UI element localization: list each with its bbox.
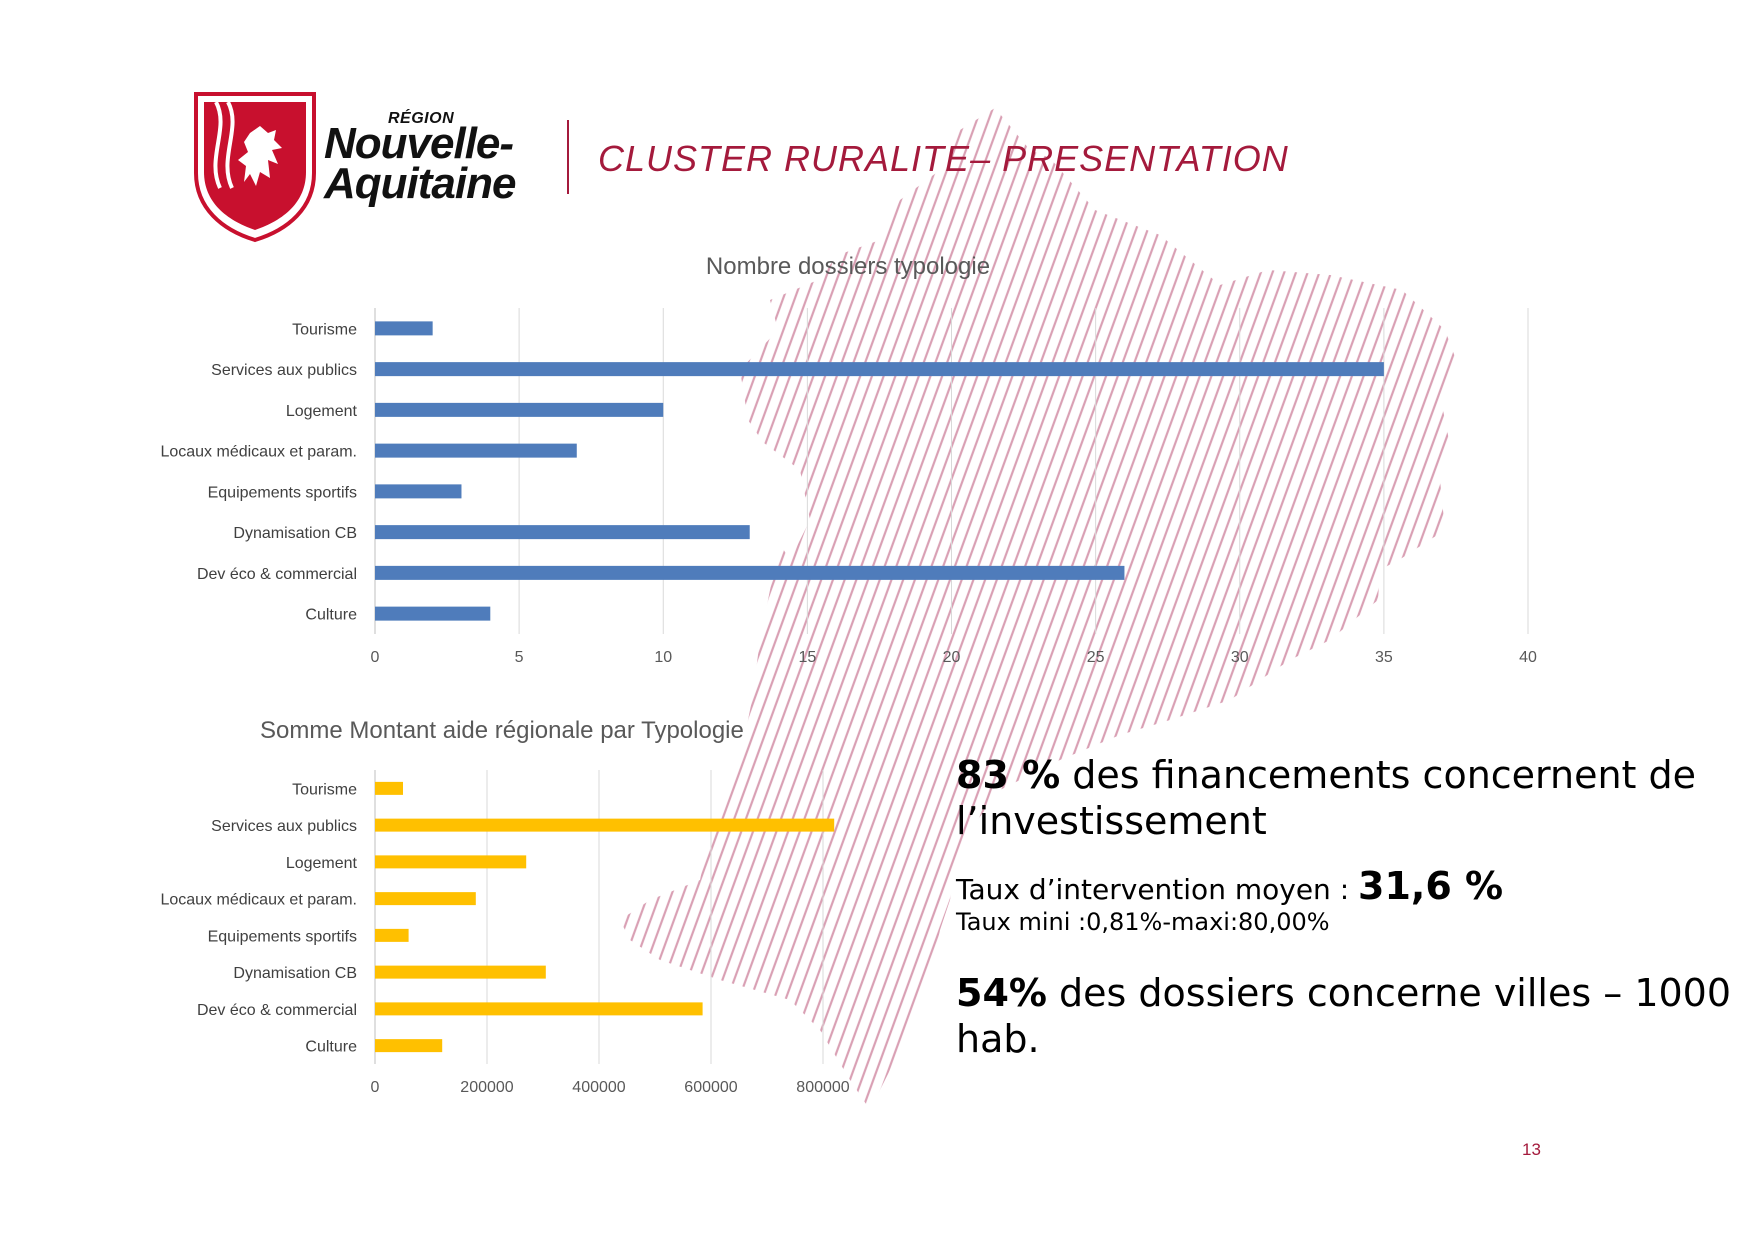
category-label: Tourisme — [292, 781, 357, 798]
logo-name-line1: Nouvelle- — [324, 119, 514, 168]
logo-name-line2: Aquitaine — [324, 159, 516, 208]
category-label: Dynamisation CB — [233, 525, 357, 542]
title-divider — [567, 120, 569, 194]
x-tick-label: 600000 — [684, 1079, 737, 1096]
category-label: Logement — [286, 855, 358, 872]
category-label: Services aux publics — [211, 362, 357, 379]
x-tick-label: 200000 — [460, 1079, 513, 1096]
bar-services-aux-publics — [375, 818, 835, 832]
x-tick-label: 800000 — [796, 1079, 849, 1096]
stat-villes-text: des dossiers concerne villes – 1000 hab. — [956, 971, 1732, 1061]
bar-dev-co-commercial — [375, 565, 1125, 580]
x-tick-label: 40 — [1519, 649, 1537, 666]
category-label: Equipements sportifs — [208, 928, 357, 945]
stat-taux-min-max: Taux mini :0,81%-maxi:80,00% — [956, 908, 1330, 936]
category-label: Dynamisation CB — [233, 965, 357, 982]
page-number: 13 — [1522, 1140, 1541, 1159]
category-label: Dev éco & commercial — [197, 566, 357, 583]
bar-tourisme — [375, 781, 403, 795]
region-shield-icon — [194, 92, 316, 243]
category-label: Dev éco & commercial — [197, 1002, 357, 1019]
bar-logement — [375, 402, 664, 417]
x-tick-label: 20 — [943, 649, 961, 666]
chart-title: Somme Montant aide régionale par Typolog… — [260, 717, 744, 744]
bar-tourisme — [375, 321, 433, 336]
bar-culture — [375, 1039, 443, 1053]
category-label: Culture — [305, 1039, 357, 1056]
x-tick-label: 30 — [1231, 649, 1249, 666]
chart-montant-aide: Somme Montant aide régionale par Typolog… — [160, 717, 849, 1096]
bar-logement — [375, 855, 527, 869]
bar-dynamisation-cb — [375, 525, 750, 540]
category-label: Logement — [286, 403, 358, 420]
logo-region-label: RÉGION — [388, 110, 455, 127]
category-label: Equipements sportifs — [208, 484, 357, 501]
chart-dossiers-typologie: Nombre dossiers typologie 0 5 10 15 20 25 30 35 4… — [160, 253, 1537, 666]
category-label: Tourisme — [292, 321, 357, 338]
stat-taux-moyen-value: 31,6 % — [1358, 864, 1504, 908]
bar-dynamisation-cb — [375, 965, 546, 979]
x-tick-label: 0 — [371, 1079, 380, 1096]
x-tick-label: 10 — [654, 649, 672, 666]
x-tick-label: 400000 — [572, 1079, 625, 1096]
bar-locaux-m-dicaux-et-param- — [375, 892, 476, 906]
bar-dev-co-commercial — [375, 1002, 703, 1016]
bar-equipements-sportifs — [375, 484, 462, 499]
bar-locaux-m-dicaux-et-param- — [375, 443, 577, 458]
page-title: CLUSTER RURALITE– PRESENTATION — [598, 138, 1289, 179]
chart-title: Nombre dossiers typologie — [706, 253, 990, 280]
bar-culture — [375, 606, 491, 621]
stat-investissement-text: des financements concernent de l’investi… — [956, 753, 1697, 843]
x-tick-label: 35 — [1375, 649, 1393, 666]
stat-villes-value: 54% — [956, 971, 1047, 1015]
region-logo: RÉGION Nouvelle- Aquitaine — [190, 88, 530, 248]
x-tick-label: 25 — [1087, 649, 1105, 666]
x-tick-label: 0 — [371, 649, 380, 666]
x-tick-label: 15 — [798, 649, 816, 666]
category-label: Services aux publics — [211, 818, 357, 835]
stat-investissement: 83 % des financements concernent de l’in… — [956, 752, 1736, 844]
x-tick-label: 5 — [515, 649, 524, 666]
category-label: Culture — [305, 607, 357, 624]
stat-villes: 54% des dossiers concerne villes – 1000 … — [956, 970, 1736, 1062]
stat-taux-moyen-text: Taux d’intervention moyen : — [956, 873, 1359, 906]
category-label: Locaux médicaux et param. — [160, 444, 357, 461]
stat-investissement-value: 83 % — [956, 753, 1061, 797]
stat-taux-moyen: Taux d’intervention moyen : 31,6 % — [956, 867, 1736, 908]
bar-equipements-sportifs — [375, 928, 409, 942]
bar-services-aux-publics — [375, 362, 1384, 377]
key-figures: 83 % des financements concernent de l’in… — [956, 752, 1736, 1062]
category-label: Locaux médicaux et param. — [160, 892, 357, 909]
